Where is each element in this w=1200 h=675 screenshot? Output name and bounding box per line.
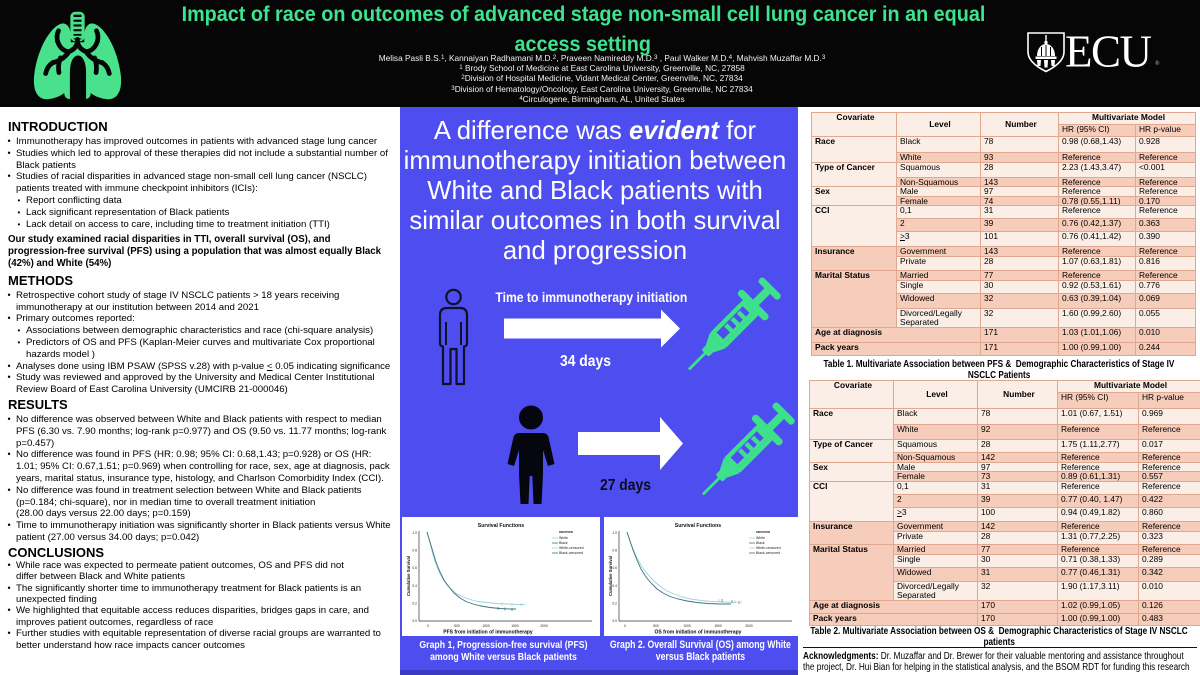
svg-text:Black-censored: Black-censored xyxy=(559,551,583,555)
svg-text:1000: 1000 xyxy=(683,624,691,628)
svg-text:ECU: ECU xyxy=(1065,30,1152,75)
svg-text:1000: 1000 xyxy=(482,624,490,628)
svg-text:PFS from initiation of immunot: PFS from initiation of immunotherapy xyxy=(443,630,533,636)
svg-text:0.0: 0.0 xyxy=(412,619,417,623)
svg-text:Black: Black xyxy=(756,541,765,545)
svg-text:Cumulative Survival: Cumulative Survival xyxy=(406,556,411,596)
svg-text:1500: 1500 xyxy=(714,624,722,628)
svg-text:White: White xyxy=(559,536,568,540)
svg-text:2000: 2000 xyxy=(540,624,548,628)
svg-text:OS from initiation of immunoth: OS from initiation of immunotherapy xyxy=(655,630,742,636)
svg-text:Survival Functions: Survival Functions xyxy=(675,523,722,529)
svg-text:0: 0 xyxy=(427,624,429,628)
svg-text:0.4: 0.4 xyxy=(412,584,417,588)
svg-text:500: 500 xyxy=(653,624,659,628)
svg-text:0.6: 0.6 xyxy=(412,566,417,570)
svg-text:White-censored: White-censored xyxy=(559,546,584,550)
svg-text:racenew: racenew xyxy=(756,530,770,534)
svg-text:White-censored: White-censored xyxy=(756,546,781,550)
svg-text:0.0: 0.0 xyxy=(612,619,617,623)
svg-text:Cumulative Survival: Cumulative Survival xyxy=(608,556,613,596)
svg-text:1.0: 1.0 xyxy=(412,531,417,535)
svg-text:White: White xyxy=(756,536,765,540)
svg-text:Black-censored: Black-censored xyxy=(756,551,780,555)
svg-text:500: 500 xyxy=(454,624,460,628)
svg-text:Black: Black xyxy=(559,541,568,545)
svg-text:®: ® xyxy=(1155,60,1160,67)
svg-text:Survival Functions: Survival Functions xyxy=(478,523,525,529)
svg-text:0: 0 xyxy=(624,624,626,628)
svg-text:0.2: 0.2 xyxy=(412,601,417,605)
svg-text:0.2: 0.2 xyxy=(612,601,617,605)
svg-text:1500: 1500 xyxy=(511,624,519,628)
svg-text:0.8: 0.8 xyxy=(412,549,417,553)
svg-text:2000: 2000 xyxy=(745,624,753,628)
svg-text:0.8: 0.8 xyxy=(612,549,617,553)
svg-text:racenew: racenew xyxy=(559,530,573,534)
svg-text:1.0: 1.0 xyxy=(612,531,617,535)
svg-text:0.4: 0.4 xyxy=(612,584,617,588)
svg-text:0.6: 0.6 xyxy=(612,566,617,570)
